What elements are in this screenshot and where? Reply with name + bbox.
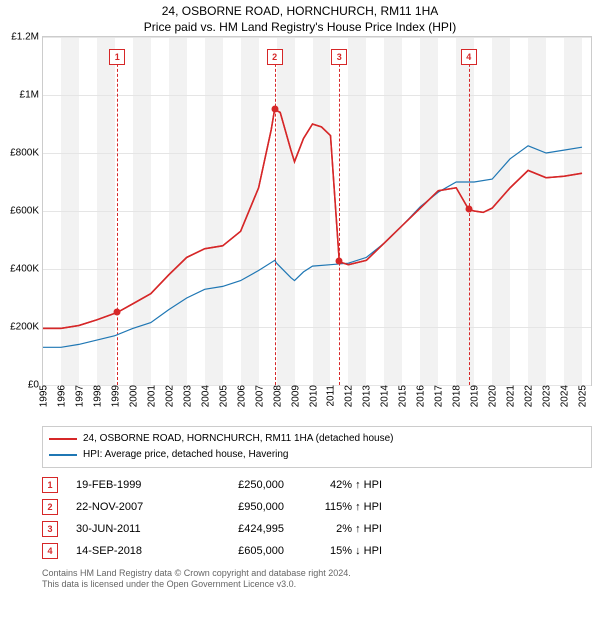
x-axis-label: 2013	[360, 385, 373, 407]
x-axis-label: 2011	[324, 385, 337, 407]
series-line-hpi	[43, 145, 582, 346]
event-pct: 42% ↑ HPI	[302, 479, 382, 491]
event-dot	[465, 206, 472, 213]
events-table-row: 2 22-NOV-2007 £950,000 115% ↑ HPI	[42, 496, 592, 518]
events-table-row: 1 19-FEB-1999 £250,000 42% ↑ HPI	[42, 474, 592, 496]
event-marker: 3	[331, 49, 347, 65]
events-table-row: 3 30-JUN-2011 £424,995 2% ↑ HPI	[42, 518, 592, 540]
event-dot	[336, 258, 343, 265]
y-axis-label: £800K	[10, 147, 43, 158]
x-axis-label: 1996	[54, 385, 67, 407]
x-axis-label: 2004	[198, 385, 211, 407]
x-axis-label: 2008	[270, 385, 283, 407]
x-axis-label: 2014	[378, 385, 391, 407]
events-table-row: 4 14-SEP-2018 £605,000 15% ↓ HPI	[42, 540, 592, 562]
x-axis-label: 2023	[540, 385, 553, 407]
y-axis-label: £200K	[10, 321, 43, 332]
event-index-box: 2	[42, 499, 58, 515]
event-price: £424,995	[204, 523, 284, 535]
x-axis-label: 2009	[288, 385, 301, 407]
x-axis-label: 1999	[108, 385, 121, 407]
series-line-property	[43, 109, 582, 328]
x-axis-label: 2015	[396, 385, 409, 407]
y-axis-label: £600K	[10, 205, 43, 216]
x-axis-label: 2002	[162, 385, 175, 407]
y-axis-label: £1M	[20, 89, 43, 100]
event-price: £950,000	[204, 501, 284, 513]
event-dot	[114, 309, 121, 316]
legend: 24, OSBORNE ROAD, HORNCHURCH, RM11 1HA (…	[42, 426, 592, 468]
chart-title: 24, OSBORNE ROAD, HORNCHURCH, RM11 1HA	[0, 0, 600, 20]
x-axis-label: 2010	[306, 385, 319, 407]
event-marker: 4	[461, 49, 477, 65]
event-date: 19-FEB-1999	[76, 479, 186, 491]
legend-swatch	[49, 454, 77, 456]
x-axis-label: 2022	[522, 385, 535, 407]
event-date: 14-SEP-2018	[76, 545, 186, 557]
x-axis-label: 2006	[234, 385, 247, 407]
chart-lines-svg	[43, 37, 591, 385]
legend-row: 24, OSBORNE ROAD, HORNCHURCH, RM11 1HA (…	[49, 431, 585, 447]
footer: Contains HM Land Registry data © Crown c…	[42, 568, 592, 591]
x-axis-label: 2003	[180, 385, 193, 407]
x-axis-label: 1995	[37, 385, 50, 407]
legend-row: HPI: Average price, detached house, Have…	[49, 447, 585, 463]
event-index-box: 3	[42, 521, 58, 537]
x-axis-label: 2021	[504, 385, 517, 407]
event-price: £250,000	[204, 479, 284, 491]
event-marker: 1	[109, 49, 125, 65]
x-axis-label: 2016	[414, 385, 427, 407]
events-table: 119-FEB-1999£250,00042% ↑ HPI222-NOV-200…	[42, 474, 592, 562]
event-dot	[271, 106, 278, 113]
chart-plot-area: £0£200K£400K£600K£800K£1M£1.2M1995199619…	[42, 36, 592, 386]
event-index-box: 4	[42, 543, 58, 559]
event-marker: 2	[267, 49, 283, 65]
x-axis-label: 2020	[486, 385, 499, 407]
legend-label: 24, OSBORNE ROAD, HORNCHURCH, RM11 1HA (…	[83, 431, 393, 447]
x-axis-label: 2012	[342, 385, 355, 407]
chart-subtitle: Price paid vs. HM Land Registry's House …	[0, 20, 600, 36]
x-axis-label: 2005	[216, 385, 229, 407]
x-axis-label: 2019	[468, 385, 481, 407]
legend-swatch	[49, 438, 77, 440]
y-axis-label: £1.2M	[11, 31, 43, 42]
x-axis-label: 2001	[144, 385, 157, 407]
x-axis-label: 2024	[558, 385, 571, 407]
event-price: £605,000	[204, 545, 284, 557]
chart-container: 24, OSBORNE ROAD, HORNCHURCH, RM11 1HA P…	[0, 0, 600, 620]
series-line-property-top	[43, 109, 582, 328]
legend-label: HPI: Average price, detached house, Have…	[83, 447, 289, 463]
x-axis-label: 2000	[126, 385, 139, 407]
footer-line-2: This data is licensed under the Open Gov…	[42, 579, 592, 591]
event-date: 30-JUN-2011	[76, 523, 186, 535]
x-axis-label: 2025	[576, 385, 589, 407]
event-index-box: 1	[42, 477, 58, 493]
x-axis-label: 1997	[72, 385, 85, 407]
y-axis-label: £400K	[10, 263, 43, 274]
event-date: 22-NOV-2007	[76, 501, 186, 513]
footer-line-1: Contains HM Land Registry data © Crown c…	[42, 568, 592, 580]
event-pct: 115% ↑ HPI	[302, 501, 382, 513]
event-pct: 15% ↓ HPI	[302, 545, 382, 557]
event-pct: 2% ↑ HPI	[302, 523, 382, 535]
x-axis-label: 2018	[450, 385, 463, 407]
x-axis-label: 1998	[90, 385, 103, 407]
x-axis-label: 2007	[252, 385, 265, 407]
x-axis-label: 2017	[432, 385, 445, 407]
